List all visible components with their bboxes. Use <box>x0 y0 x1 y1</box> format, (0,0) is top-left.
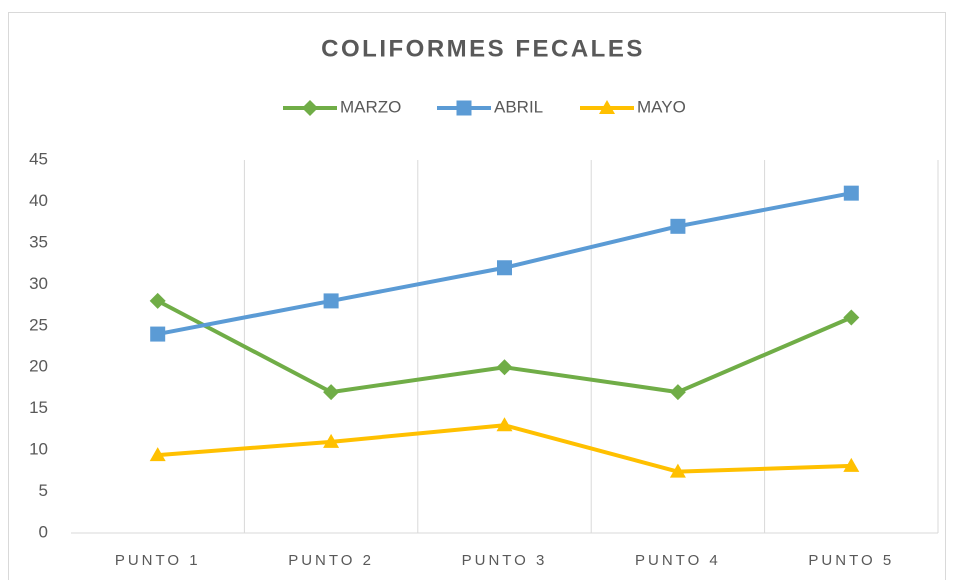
marker <box>149 292 166 309</box>
legend-label: ABRIL <box>494 97 543 116</box>
marker <box>669 384 686 401</box>
y-tick-label: 10 <box>29 440 48 459</box>
y-tick-label: 15 <box>29 398 48 417</box>
y-tick-label: 35 <box>29 232 48 251</box>
marker <box>323 384 340 401</box>
marker <box>843 457 860 472</box>
marker <box>599 100 615 114</box>
marker <box>669 463 686 478</box>
marker <box>149 447 166 462</box>
marker <box>496 359 513 376</box>
marker <box>843 185 859 201</box>
y-tick-label: 40 <box>29 191 48 210</box>
x-tick-label: PUNTO 3 <box>462 552 548 569</box>
marker <box>456 100 472 116</box>
marker <box>843 309 860 326</box>
y-tick-label: 20 <box>29 357 48 376</box>
x-tick-label: PUNTO 4 <box>635 552 721 569</box>
x-tick-label: PUNTO 1 <box>115 552 201 569</box>
marker <box>670 218 686 234</box>
y-tick-label: 0 <box>39 522 48 541</box>
y-tick-label: 30 <box>29 274 48 293</box>
marker <box>497 260 512 276</box>
y-tick-label: 5 <box>39 481 48 500</box>
legend-label: MAYO <box>637 97 686 116</box>
chart-title: COLIFORMES FECALES <box>321 35 645 62</box>
y-tick-label: 45 <box>29 149 48 168</box>
x-tick-label: PUNTO 2 <box>288 552 374 569</box>
marker <box>496 417 513 432</box>
marker <box>302 100 318 116</box>
x-tick-label: PUNTO 5 <box>808 552 894 569</box>
marker <box>150 326 166 342</box>
chart-frame <box>8 12 946 580</box>
legend-label: MARZO <box>340 97 401 116</box>
y-tick-label: 25 <box>29 315 48 334</box>
marker <box>323 293 339 309</box>
marker <box>323 433 340 448</box>
